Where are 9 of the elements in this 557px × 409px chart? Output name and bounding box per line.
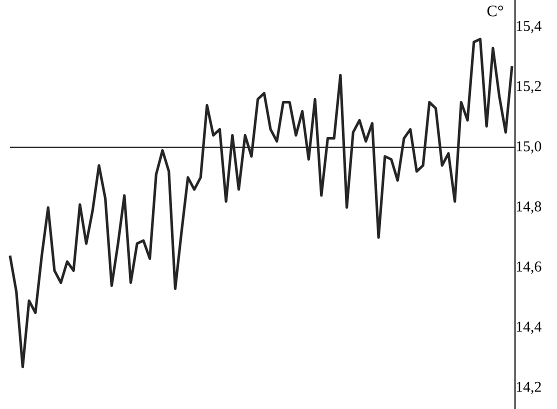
y-tick-label: 14,8 [516, 201, 542, 214]
y-tick-label: 14,2 [516, 382, 541, 394]
y-tick-label: 15,2 [516, 81, 541, 94]
line-series [8, 38, 514, 368]
y-tick-label: 15,0 [516, 141, 542, 154]
y-tick-label: 15,4 [516, 20, 542, 34]
y-tick-label: 14,4 [516, 322, 542, 334]
y-tick-label: 14,6 [516, 262, 542, 274]
y-axis-title: C° [487, 6, 503, 16]
